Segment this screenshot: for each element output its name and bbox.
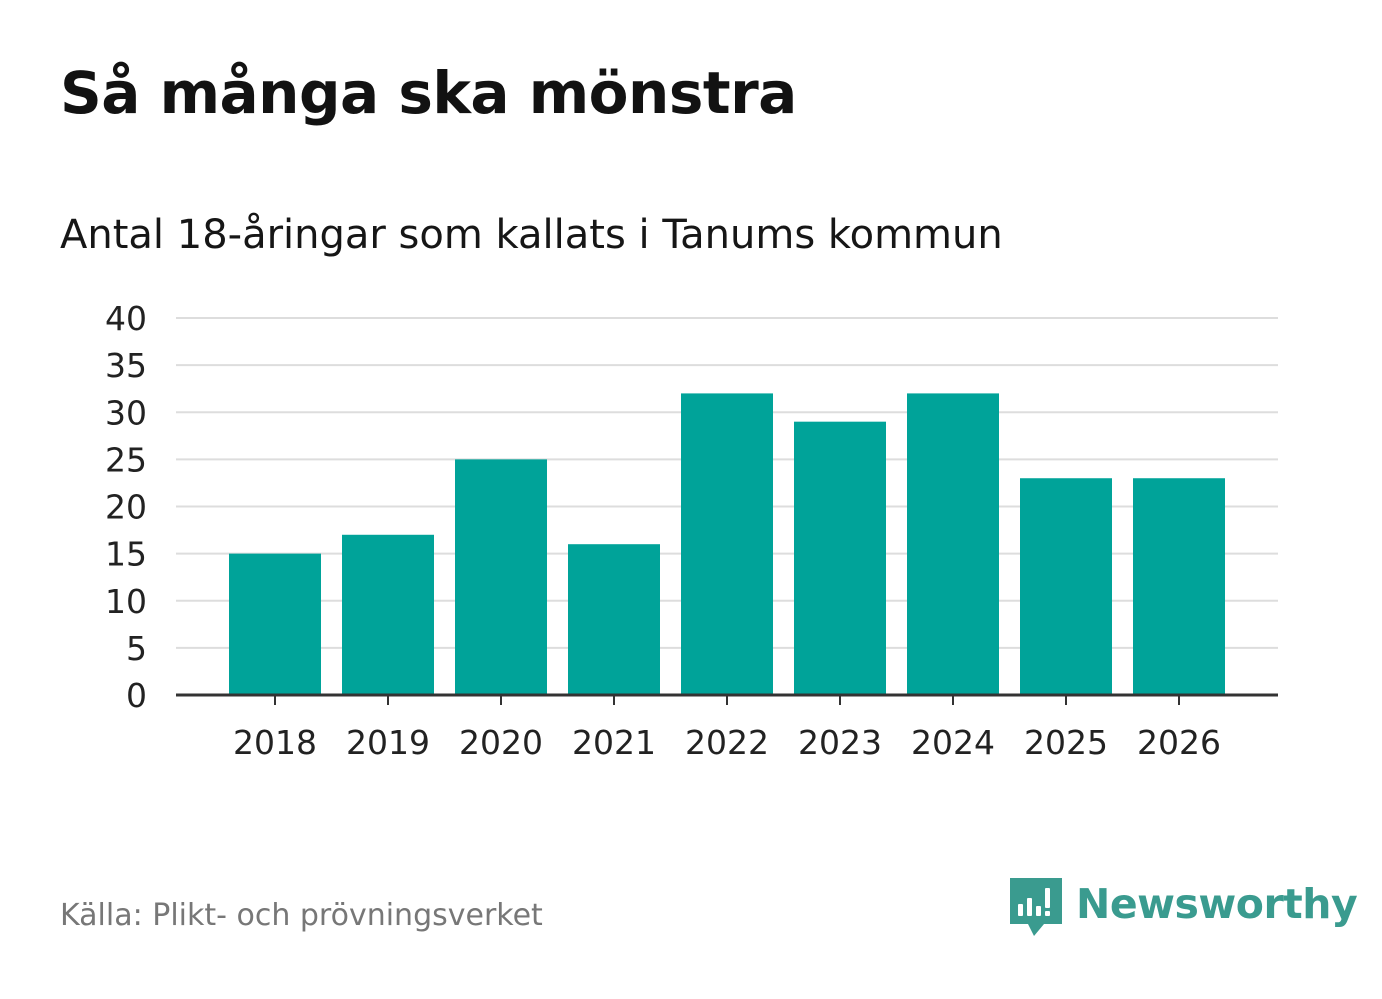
y-tick-label: 20 — [105, 488, 147, 527]
brand-name: Newsworthy — [1076, 880, 1358, 928]
bar — [1020, 478, 1112, 695]
bar — [907, 393, 999, 695]
x-tick-label: 2025 — [1024, 723, 1108, 762]
bar — [794, 421, 886, 695]
y-tick-labels: 0 5 10 15 20 25 30 35 40 — [105, 299, 147, 715]
axes — [176, 693, 1278, 705]
y-tick-label: 5 — [126, 629, 147, 668]
x-tick-label: 2021 — [572, 723, 656, 762]
chart-title: Så många ska mönstra — [60, 59, 797, 127]
x-tick-labels: 2018 2019 2020 2021 2022 2023 2024 2025 2026 — [233, 723, 1221, 762]
y-tick-label: 40 — [105, 299, 147, 338]
brand-logo: Newsworthy — [1010, 878, 1358, 942]
y-tick-label: 0 — [126, 676, 147, 715]
y-tick-label: 25 — [105, 440, 147, 479]
x-tick-label: 2018 — [233, 723, 317, 762]
x-tick-label: 2019 — [346, 723, 430, 762]
bar — [229, 553, 321, 695]
bar — [1133, 478, 1225, 695]
bar — [681, 393, 773, 695]
x-tick-label: 2022 — [685, 723, 769, 762]
x-tick-label: 2020 — [459, 723, 543, 762]
y-tick-label: 15 — [105, 535, 147, 574]
x-tick-label: 2024 — [911, 723, 995, 762]
bar — [342, 534, 434, 695]
y-tick-label: 35 — [105, 346, 147, 385]
bars — [229, 393, 1225, 695]
bar — [568, 544, 660, 695]
y-tick-label: 30 — [105, 393, 147, 432]
x-tick-label: 2023 — [798, 723, 882, 762]
source-note: Källa: Plikt- och prövningsverket — [60, 898, 543, 933]
bar — [455, 459, 547, 695]
y-tick-label: 10 — [105, 582, 147, 621]
chart-subtitle: Antal 18-åringar som kallats i Tanums ko… — [60, 212, 1003, 258]
x-tick-label: 2026 — [1137, 723, 1221, 762]
newsworthy-logo-icon — [1010, 878, 1062, 936]
